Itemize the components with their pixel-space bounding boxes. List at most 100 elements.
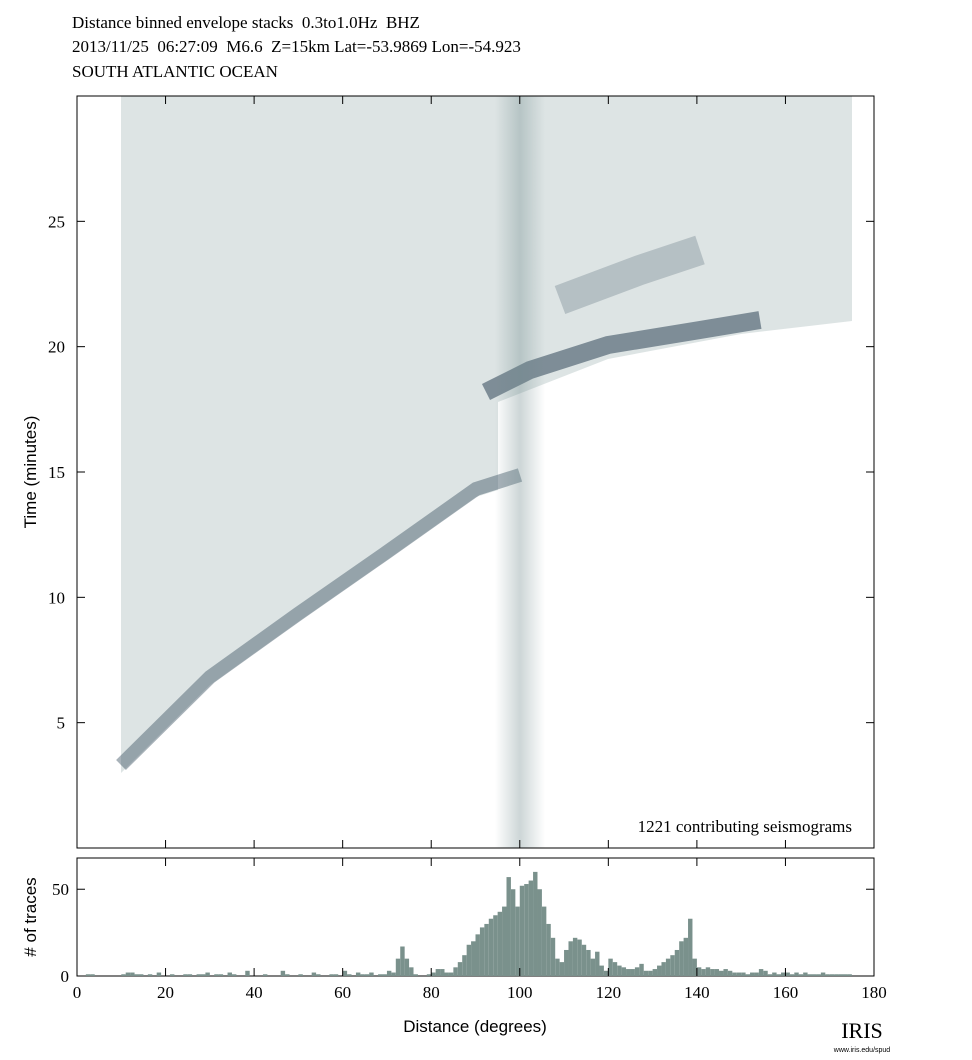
bar <box>586 949 591 976</box>
y-tick-label: 10 <box>48 588 65 607</box>
bar <box>231 974 237 976</box>
bar <box>812 974 817 976</box>
bar <box>227 972 232 976</box>
bar <box>714 969 720 976</box>
bar <box>156 972 162 976</box>
bar <box>626 969 631 976</box>
bar <box>342 970 348 976</box>
bar <box>245 970 250 976</box>
chart-title: Distance binned envelope stacks 0.3to1.0… <box>72 13 420 32</box>
bar <box>843 974 848 976</box>
bar <box>679 941 684 976</box>
bar <box>750 972 755 976</box>
x-tick-label: 0 <box>73 983 82 1002</box>
y-axis-label: # of traces <box>21 877 40 956</box>
bar <box>657 965 662 976</box>
bar <box>776 974 782 976</box>
bar <box>533 871 538 976</box>
bar <box>391 972 396 976</box>
bar <box>466 944 472 976</box>
bar <box>196 974 201 976</box>
bar <box>820 972 826 976</box>
bar <box>564 949 569 976</box>
bar <box>568 941 573 976</box>
bar <box>435 969 441 976</box>
bar <box>484 923 489 976</box>
x-tick-label: 120 <box>596 983 622 1002</box>
bar <box>639 963 644 976</box>
bar <box>378 974 383 976</box>
bar <box>280 970 286 976</box>
bar <box>138 974 144 976</box>
bar <box>333 974 339 976</box>
x-axis-label: Distance (degrees) <box>403 1017 547 1036</box>
bar <box>829 974 835 976</box>
bar <box>847 974 852 976</box>
bar <box>462 955 467 976</box>
bar <box>710 969 715 976</box>
bar <box>643 970 649 976</box>
bar <box>772 972 777 976</box>
bar <box>479 927 485 976</box>
bar <box>723 969 728 976</box>
bar <box>355 972 361 976</box>
bar <box>603 970 609 976</box>
bar <box>621 967 627 976</box>
bar <box>541 906 547 976</box>
y-tick-label: 0 <box>61 967 70 986</box>
x-tick-label: 40 <box>246 983 263 1002</box>
bar <box>121 974 126 976</box>
bar <box>736 972 742 976</box>
annotation: 1221 contributing seismograms <box>638 817 852 836</box>
bar <box>634 967 640 976</box>
bar <box>559 962 565 976</box>
bar <box>404 958 410 976</box>
bar <box>696 967 702 976</box>
bar <box>528 880 534 976</box>
bar <box>781 972 786 976</box>
bar <box>661 962 666 976</box>
y-tick-label: 20 <box>48 338 65 357</box>
bar <box>701 969 706 976</box>
bar <box>125 972 131 976</box>
bar <box>382 974 387 976</box>
chart-subtitle: 2013/11/25 06:27:09 M6.6 Z=15km Lat=-53.… <box>72 37 521 56</box>
bar <box>369 972 374 976</box>
bar <box>816 974 821 976</box>
bar <box>758 969 764 976</box>
bar <box>426 974 432 976</box>
bar <box>688 918 693 976</box>
x-tick-label: 20 <box>157 983 174 1002</box>
x-tick-label: 180 <box>861 983 887 1002</box>
bar <box>134 974 139 976</box>
bar <box>555 958 560 976</box>
y-tick-label: 25 <box>48 212 65 231</box>
bar <box>386 970 392 976</box>
bar <box>187 974 193 976</box>
x-tick-label: 100 <box>507 983 533 1002</box>
bar <box>515 906 520 976</box>
bar <box>360 974 365 976</box>
bar <box>537 889 542 976</box>
bar <box>732 972 737 976</box>
bar <box>147 974 153 976</box>
bar <box>524 884 529 976</box>
bar <box>807 974 813 976</box>
bar <box>400 946 405 976</box>
bar <box>85 974 91 976</box>
bar <box>262 974 268 976</box>
bar <box>670 955 675 976</box>
bar <box>218 974 224 976</box>
logo-url: www.iris.edu/spud <box>833 1047 891 1054</box>
envelope-image <box>116 96 852 848</box>
bar <box>572 937 578 976</box>
x-tick-label: 160 <box>773 983 799 1002</box>
bar <box>550 937 556 976</box>
bar <box>448 972 454 976</box>
bar <box>471 941 476 976</box>
bar <box>457 962 463 976</box>
bar <box>754 972 759 976</box>
bar <box>431 972 436 976</box>
bar <box>413 974 418 976</box>
